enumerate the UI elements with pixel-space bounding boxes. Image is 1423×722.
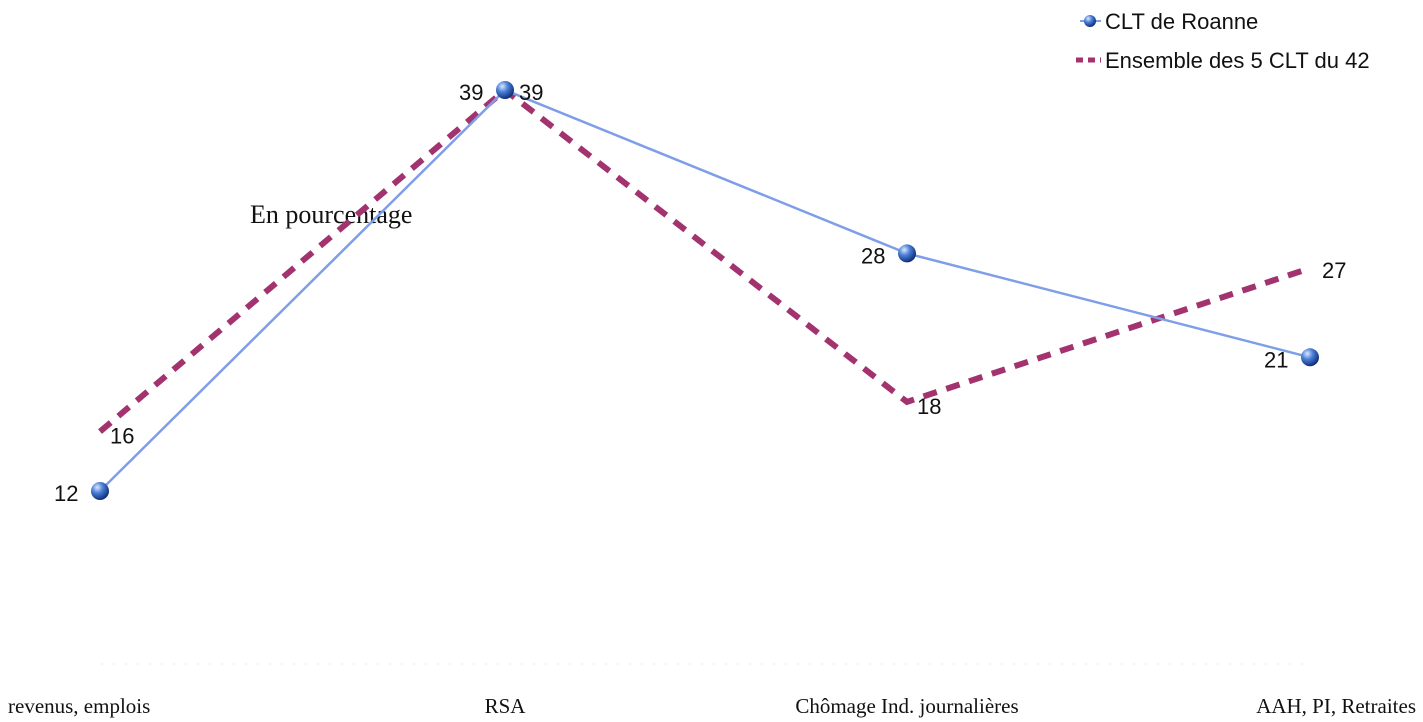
data-point-clt-roanne [91, 482, 109, 500]
legend-label-ensemble: Ensemble des 5 CLT du 42 [1105, 48, 1370, 73]
legend-label-clt-roanne: CLT de Roanne [1105, 9, 1258, 34]
data-label-clt-roanne: 39 [459, 80, 483, 105]
data-label-ensemble: 27 [1322, 258, 1346, 283]
data-label-clt-roanne: 12 [54, 481, 78, 506]
series-line-ensemble [98, 86, 1311, 434]
legend: CLT de Roanne Ensemble des 5 CLT du 42 [1076, 9, 1370, 73]
category-label: revenus, emplois [8, 694, 150, 718]
data-point-clt-roanne [1301, 348, 1319, 367]
category-label: AAH, PI, Retraites [1256, 694, 1416, 718]
series-layer [91, 81, 1319, 500]
series-line-clt-roanne [99, 88, 1311, 492]
category-label: RSA [485, 694, 527, 718]
data-label-clt-roanne: 28 [861, 243, 885, 268]
legend-marker-clt-roanne [1084, 15, 1096, 27]
data-labels: 12 39 28 21 16 39 18 27 [54, 80, 1346, 506]
category-label: Chômage Ind. journalières [795, 694, 1018, 718]
data-label-ensemble: 18 [917, 394, 941, 419]
data-label-clt-roanne: 21 [1264, 347, 1288, 372]
data-label-ensemble: 16 [110, 424, 134, 449]
data-label-ensemble: 39 [519, 80, 543, 105]
category-labels: revenus, emplois RSA Chômage Ind. journali… [8, 694, 1416, 718]
data-point-clt-roanne [496, 81, 514, 99]
data-point-clt-roanne [898, 244, 916, 263]
chart-annotation: En pourcentage [250, 200, 412, 229]
